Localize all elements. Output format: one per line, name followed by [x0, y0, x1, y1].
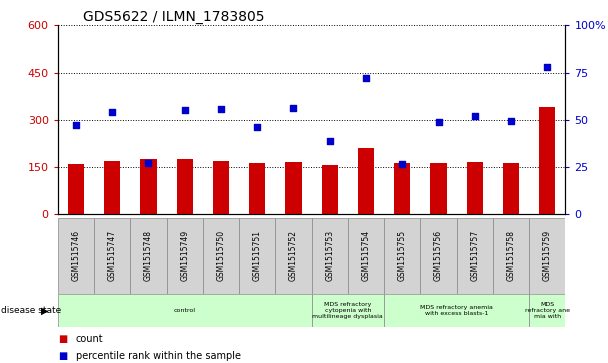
Point	[325, 138, 334, 144]
Text: ■: ■	[58, 351, 67, 361]
Point	[361, 76, 371, 81]
Point	[216, 106, 226, 112]
Point	[506, 118, 516, 124]
Bar	[348, 218, 384, 294]
Text: GSM1515753: GSM1515753	[325, 231, 334, 281]
Text: GSM1515757: GSM1515757	[470, 231, 479, 281]
Bar	[539, 107, 556, 214]
Text: GSM1515758: GSM1515758	[506, 231, 516, 281]
Text: GSM1515751: GSM1515751	[253, 231, 261, 281]
Bar	[430, 163, 447, 214]
Point	[252, 124, 262, 130]
Bar	[384, 294, 529, 327]
Point	[180, 107, 190, 113]
Bar	[203, 218, 239, 294]
Text: GSM1515747: GSM1515747	[108, 231, 117, 281]
Bar	[58, 294, 311, 327]
Bar	[104, 161, 120, 214]
Text: MDS
refractory ane
mia with: MDS refractory ane mia with	[525, 302, 570, 319]
Point	[434, 119, 443, 125]
Bar	[457, 218, 493, 294]
Bar	[176, 159, 193, 214]
Bar	[394, 163, 410, 214]
Bar	[67, 164, 84, 214]
Text: disease state: disease state	[1, 306, 61, 315]
Bar	[285, 162, 302, 214]
Bar	[322, 165, 338, 214]
Text: count: count	[76, 334, 103, 344]
Text: GSM1515749: GSM1515749	[180, 231, 189, 281]
Bar	[529, 294, 565, 327]
Text: ▶: ▶	[41, 305, 49, 315]
Text: GDS5622 / ILMN_1783805: GDS5622 / ILMN_1783805	[83, 11, 264, 24]
Bar	[239, 218, 275, 294]
Text: MDS refractory
cytopenia with
multilineage dysplasia: MDS refractory cytopenia with multilinea…	[313, 302, 383, 319]
Point	[289, 105, 299, 111]
Text: percentile rank within the sample: percentile rank within the sample	[76, 351, 241, 361]
Bar	[249, 163, 265, 214]
Bar	[384, 218, 420, 294]
Point	[143, 160, 153, 166]
Bar	[58, 218, 94, 294]
Text: GSM1515759: GSM1515759	[543, 231, 552, 281]
Text: GSM1515755: GSM1515755	[398, 231, 407, 281]
Point	[71, 122, 81, 127]
Text: GSM1515752: GSM1515752	[289, 231, 298, 281]
Point	[542, 64, 552, 70]
Bar	[420, 218, 457, 294]
Point	[107, 109, 117, 115]
Bar	[213, 161, 229, 214]
Bar	[311, 218, 348, 294]
Text: GSM1515750: GSM1515750	[216, 231, 226, 281]
Point	[398, 162, 407, 167]
Text: GSM1515748: GSM1515748	[144, 231, 153, 281]
Bar	[466, 162, 483, 214]
Bar	[275, 218, 311, 294]
Bar	[503, 163, 519, 214]
Bar	[130, 218, 167, 294]
Text: control: control	[174, 308, 196, 313]
Bar	[311, 294, 384, 327]
Text: ■: ■	[58, 334, 67, 344]
Bar	[493, 218, 529, 294]
Bar	[529, 218, 565, 294]
Text: GSM1515754: GSM1515754	[362, 231, 370, 281]
Text: GSM1515756: GSM1515756	[434, 231, 443, 281]
Bar	[140, 159, 157, 214]
Bar	[358, 148, 374, 214]
Point	[470, 113, 480, 119]
Bar	[167, 218, 203, 294]
Text: MDS refractory anemia
with excess blasts-1: MDS refractory anemia with excess blasts…	[420, 305, 493, 316]
Text: GSM1515746: GSM1515746	[71, 231, 80, 281]
Bar	[94, 218, 130, 294]
